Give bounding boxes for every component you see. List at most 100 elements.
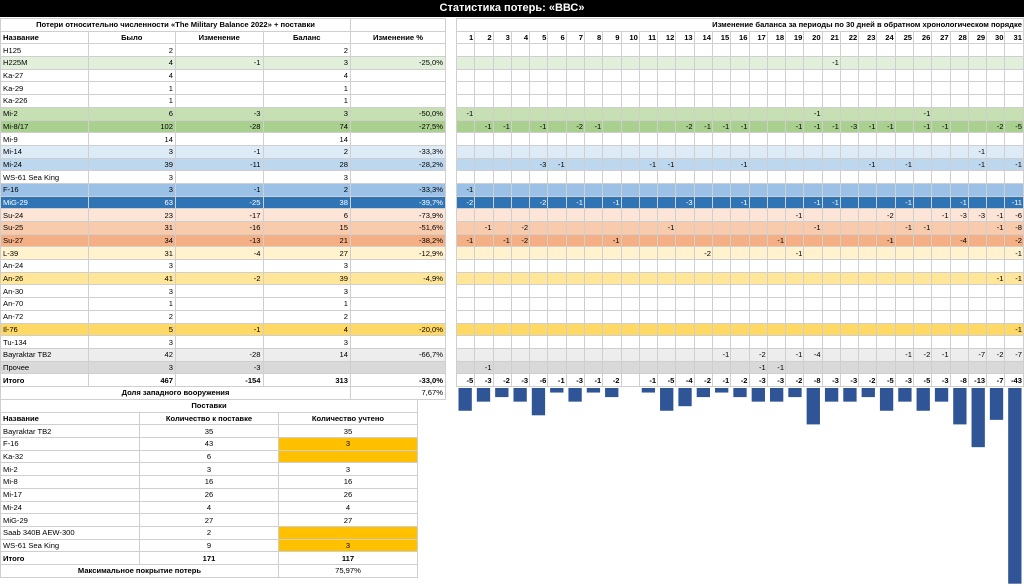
period-bar-chart [458,388,1022,584]
period-cell [620,43,640,58]
period-cell [949,221,969,235]
period-cell: -1 [657,157,677,172]
period-cell [657,271,677,286]
period-cell [529,132,549,146]
period-cell [693,43,713,58]
period-cell [839,271,860,286]
losses-row: MiG-29 63 -25 38 -39,7% [0,195,446,210]
period-cell: -1 [821,195,841,210]
period-cell: -1 [894,221,915,235]
period-cell [547,132,567,146]
period-cell [894,259,915,273]
was-value: 3 [87,144,176,159]
period-total: -3 [931,373,951,387]
was-value: 3 [87,335,176,349]
losses-row: Su-24 23 -17 6 -73,9% [0,208,446,222]
period-cell [766,246,787,261]
period-cell [657,81,677,96]
period-total: -1 [638,373,659,387]
period-cell [967,106,988,121]
period-cell: -1 [967,157,988,172]
period-cell: -11 [1004,195,1024,210]
change-value: -11 [175,157,264,172]
losses-row: Mi-9 14 14 [0,132,446,146]
period-cell [876,322,896,337]
period-cell [565,271,585,286]
period-number: 30 [986,30,1006,45]
period-cell [474,233,494,248]
period-cell [839,94,860,108]
period-cell [510,284,531,299]
period-cell [785,144,805,159]
period-cell [894,132,915,146]
supply-quantity: 26 [139,487,279,502]
period-bar [879,388,894,412]
change-value: -1 [175,182,264,197]
period-cell [474,157,494,172]
period-bar [1008,388,1022,584]
period-cell [474,94,494,108]
period-cell [931,309,951,324]
losses-row: Mi-2 6 -3 3 -50,0% [0,106,446,121]
period-cell [657,208,677,222]
period-cell: -1 [931,119,951,134]
period-cell [748,246,768,261]
period-cell [967,284,988,299]
balance-value: 6 [262,208,351,222]
supply-counted: 16 [278,475,418,489]
period-cell [949,182,969,197]
period-cell [547,221,567,235]
period-cell [894,56,915,70]
losses-row: Mi-14 3 -1 2 -33,3% [0,144,446,159]
period-cell [931,81,951,96]
aircraft-name: An-30 [0,284,89,299]
period-cell [986,132,1006,146]
period-cell [803,335,823,349]
period-cell [876,284,896,299]
period-cell [748,182,768,197]
supply-total-row: Итого 171 117 [0,551,418,565]
period-cell [931,43,951,58]
period-cell [1004,106,1024,121]
period-cell: -7 [1004,347,1024,362]
losses-row: Tu-134 3 3 [0,335,446,349]
period-cell: -8 [1004,221,1024,235]
period-cell [821,259,841,273]
period-cell [785,271,805,286]
period-bar [696,388,711,398]
period-cell [839,106,860,121]
aircraft-name: Il-76 [0,322,89,337]
change-percent [350,297,446,311]
period-cell [529,56,549,70]
period-cell [675,233,695,248]
period-cell [986,94,1006,108]
total-balance: 313 [262,373,351,387]
period-cell [657,233,677,248]
period-number: 29 [967,30,988,45]
losses-row: L-39 31 -4 27 -12,9% [0,246,446,261]
period-bar [824,388,839,402]
period-cell [949,297,969,311]
period-cell [766,182,787,197]
period-cell [529,233,549,248]
balance-value: 3 [262,106,351,121]
period-cell [821,94,841,108]
period-cell [967,322,988,337]
change-percent: -51,6% [350,221,446,235]
period-cell [583,246,604,261]
period-cell [967,132,988,146]
period-cell [474,208,494,222]
period-cell [693,322,713,337]
period-cell [474,335,494,349]
period-cell [675,170,695,184]
period-cell [1004,56,1024,70]
period-cell [803,309,823,324]
period-cell [949,81,969,96]
period-cell [583,144,604,159]
period-cell [583,208,604,222]
period-cell [529,68,549,83]
header-bal: Баланс [262,30,351,45]
change-value: -1 [175,144,264,159]
period-cell [565,284,585,299]
period-cell [693,335,713,349]
